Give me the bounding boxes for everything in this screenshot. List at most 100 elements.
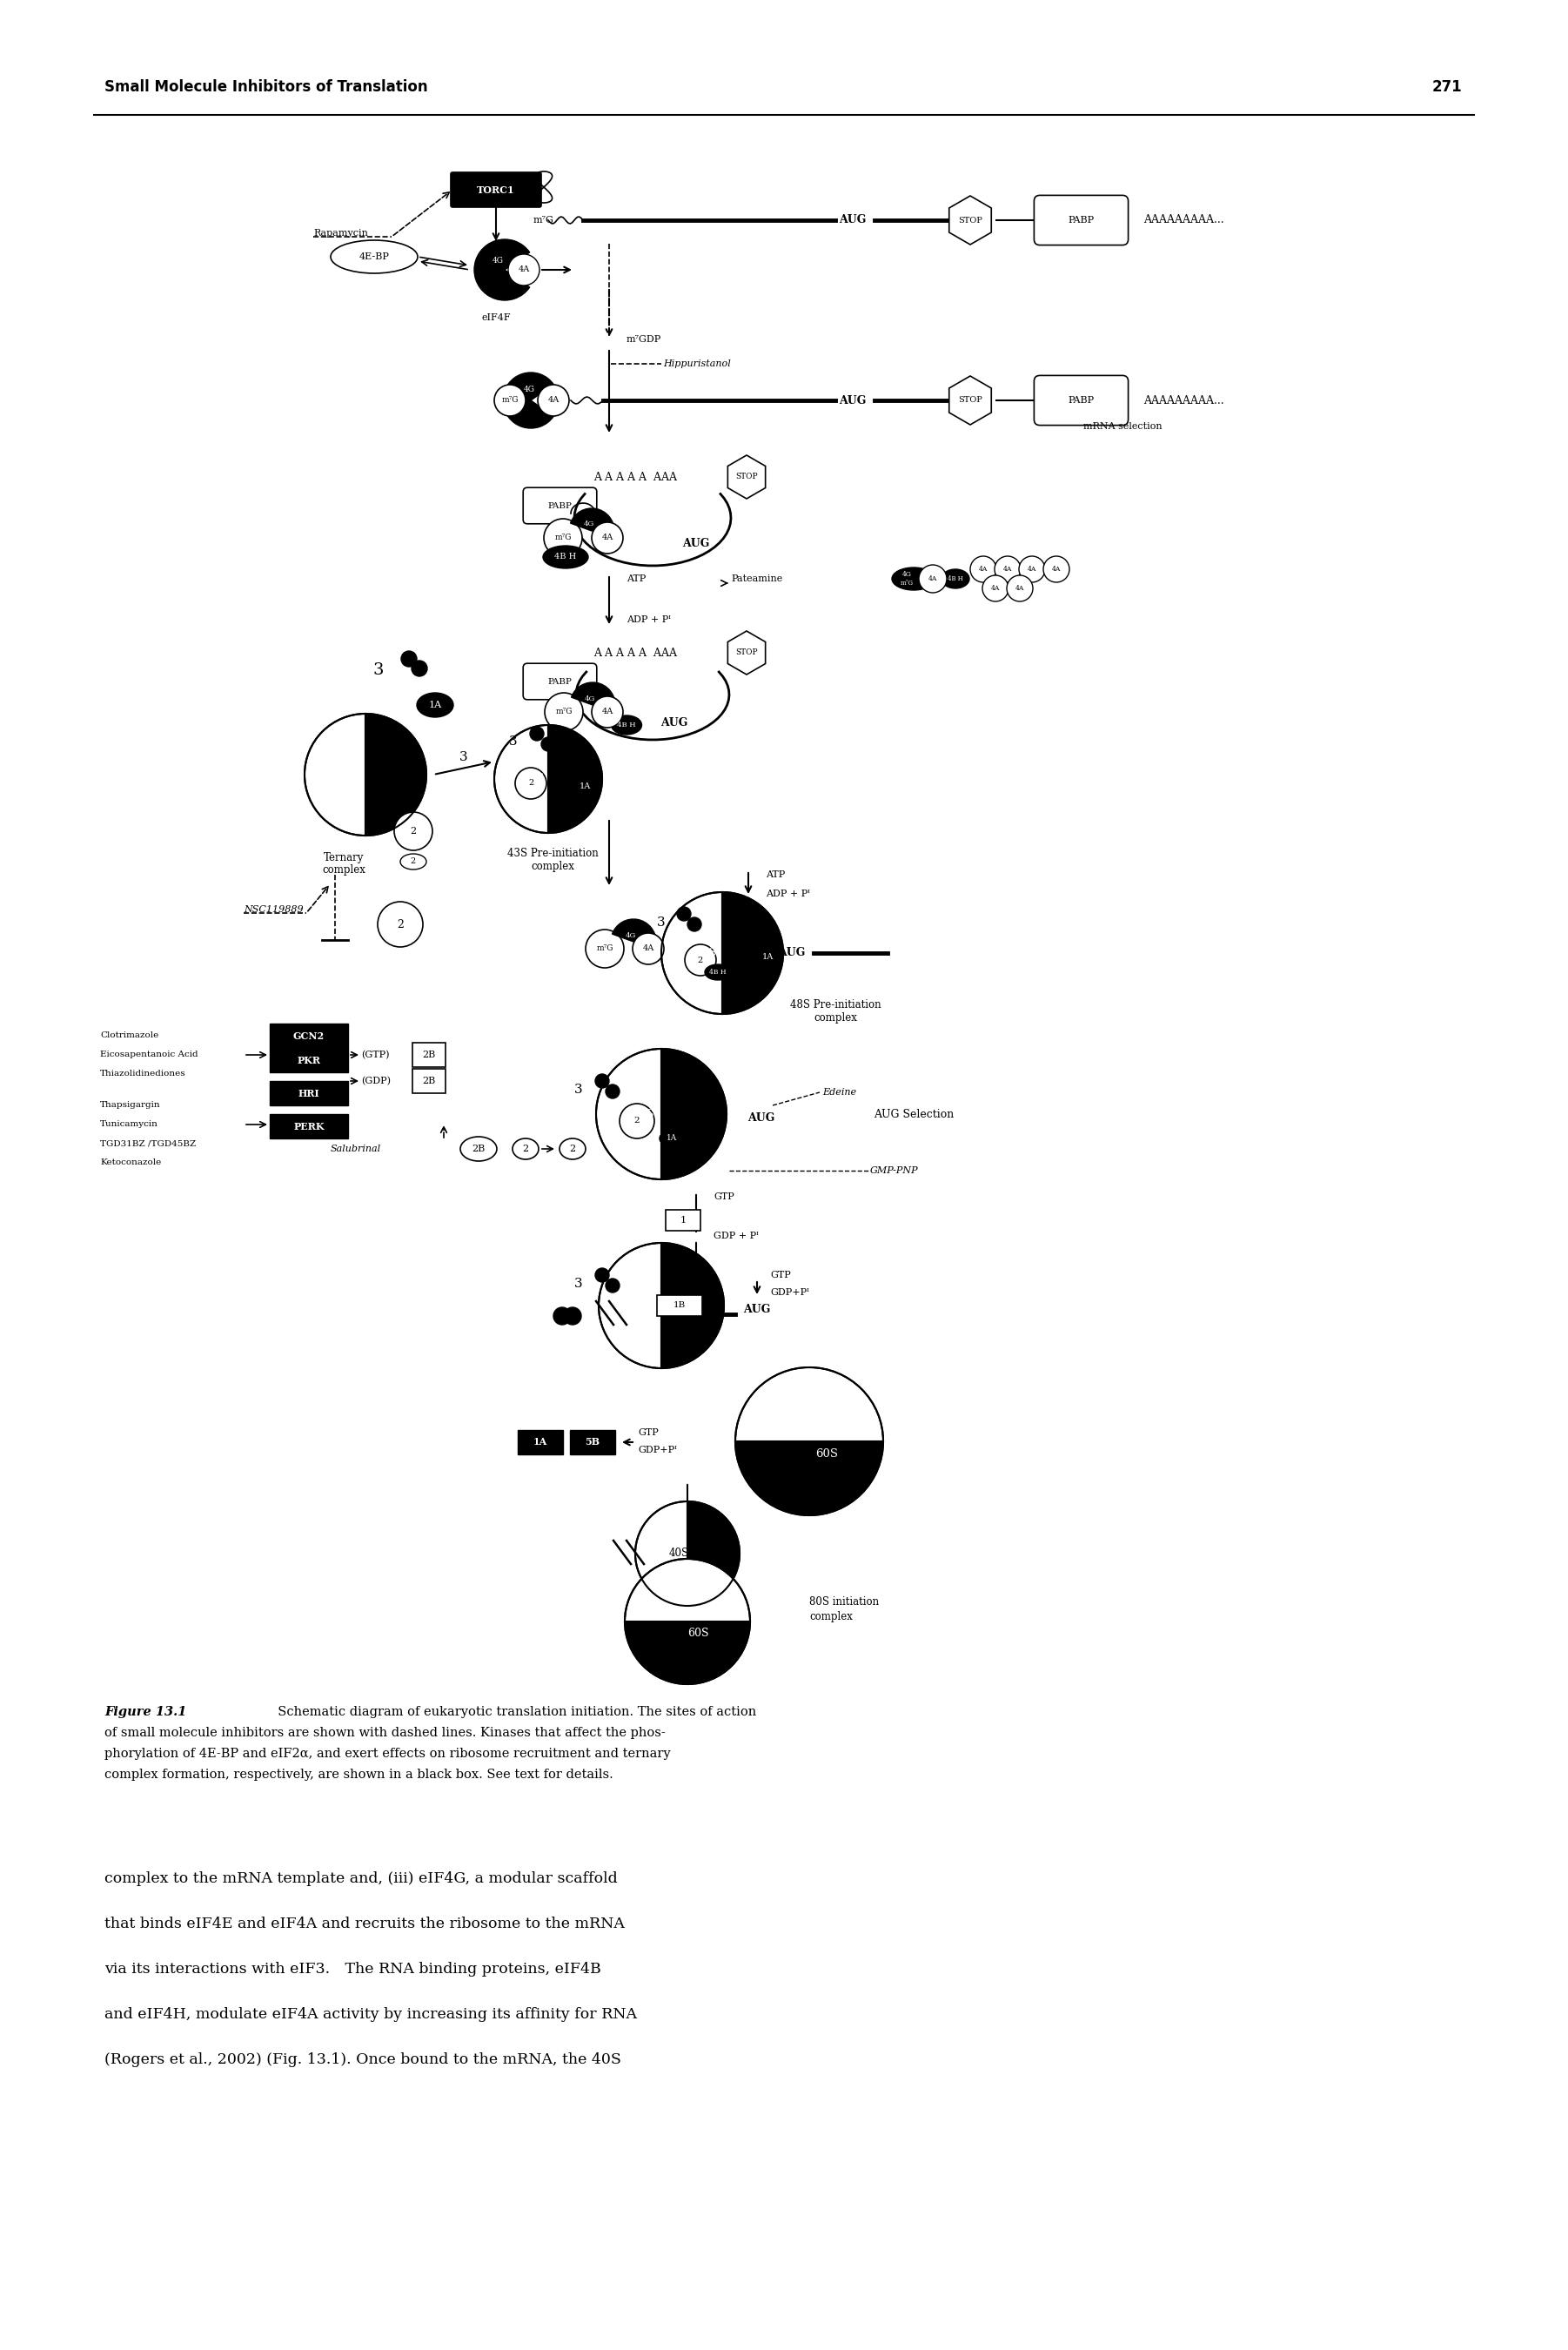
Text: 4A: 4A: [517, 266, 530, 273]
Circle shape: [591, 696, 622, 728]
Text: STOP: STOP: [958, 216, 982, 223]
Bar: [270, 1025, 348, 1048]
Text: ATP: ATP: [627, 573, 646, 583]
Text: AUG: AUG: [682, 538, 710, 550]
Text: 2B: 2B: [472, 1144, 485, 1154]
Circle shape: [544, 519, 582, 557]
FancyBboxPatch shape: [524, 663, 597, 700]
Text: Eicosapentanoic Acid: Eicosapentanoic Acid: [100, 1050, 198, 1060]
Circle shape: [544, 693, 583, 731]
Text: TGD31BZ /TGD45BZ: TGD31BZ /TGD45BZ: [100, 1140, 196, 1147]
Text: AUG: AUG: [748, 1114, 775, 1123]
Wedge shape: [624, 1558, 750, 1622]
Text: PABP: PABP: [547, 503, 572, 510]
Text: complex formation, respectively, are shown in a black box. See text for details.: complex formation, respectively, are sho…: [105, 1770, 613, 1781]
Text: 4A: 4A: [928, 576, 938, 583]
Text: ADP + Pᴵ: ADP + Pᴵ: [765, 891, 811, 898]
Text: phorylation of 4E-BP and eIF2α, and exert effects on ribosome recruitment and te: phorylation of 4E-BP and eIF2α, and exer…: [105, 1748, 671, 1760]
Text: 4A: 4A: [602, 533, 613, 543]
Text: (Rogers ​et al.​, 2002) (Fig. 13.1). Once bound to the mRNA, the 40S: (Rogers ​et al.​, 2002) (Fig. 13.1). Onc…: [105, 2052, 621, 2068]
Circle shape: [983, 576, 1008, 602]
Circle shape: [591, 522, 622, 555]
Wedge shape: [662, 893, 723, 1013]
Text: 1B: 1B: [673, 1302, 685, 1309]
Circle shape: [596, 1074, 608, 1088]
Text: Salubrinal: Salubrinal: [331, 1144, 381, 1154]
Polygon shape: [949, 376, 991, 425]
Circle shape: [971, 557, 996, 583]
Bar: [412, 1043, 445, 1067]
Text: 4E-BP: 4E-BP: [359, 251, 389, 261]
FancyBboxPatch shape: [1033, 195, 1129, 244]
Bar: [270, 1114, 348, 1137]
Circle shape: [411, 660, 426, 677]
Polygon shape: [728, 632, 765, 674]
Wedge shape: [735, 1368, 883, 1441]
Text: Ketoconazole: Ketoconazole: [100, 1159, 162, 1166]
Text: 3: 3: [574, 1278, 583, 1290]
Text: m⁷G: m⁷G: [533, 216, 554, 226]
Wedge shape: [596, 1048, 662, 1180]
Circle shape: [494, 385, 525, 416]
Text: 40S: 40S: [339, 768, 361, 780]
Text: 4A: 4A: [1016, 585, 1024, 592]
Text: 4A: 4A: [602, 707, 613, 717]
Text: 4B H: 4B H: [709, 968, 726, 975]
Ellipse shape: [754, 949, 781, 966]
Circle shape: [564, 1307, 582, 1325]
Text: 40S: 40S: [633, 1109, 654, 1119]
Text: GDP+Pᴵ: GDP+Pᴵ: [770, 1288, 809, 1297]
Text: via its interactions with eIF3. The RNA binding proteins, eIF4B: via its interactions with eIF3. The RNA …: [105, 1962, 601, 1976]
Text: 4G: 4G: [626, 933, 637, 940]
Text: Rapamycin: Rapamycin: [314, 228, 368, 237]
Text: ADP + Pᴵ: ADP + Pᴵ: [627, 616, 671, 625]
FancyBboxPatch shape: [524, 486, 597, 524]
Text: PABP: PABP: [1068, 216, 1094, 226]
FancyBboxPatch shape: [452, 172, 541, 207]
Circle shape: [619, 1104, 654, 1137]
Text: Schematic diagram of eukaryotic translation initiation. The sites of action: Schematic diagram of eukaryotic translat…: [270, 1706, 756, 1718]
Text: complex: complex: [814, 1013, 858, 1025]
Bar: [270, 1081, 348, 1104]
Text: 3: 3: [657, 916, 665, 928]
Ellipse shape: [400, 853, 426, 870]
Text: m⁷G: m⁷G: [555, 707, 572, 717]
Text: 4A: 4A: [1052, 566, 1062, 573]
Text: PABP: PABP: [1068, 397, 1094, 404]
Circle shape: [632, 933, 663, 964]
Text: 4A: 4A: [991, 585, 1000, 592]
Text: 60S: 60S: [815, 1448, 837, 1459]
Text: 2: 2: [397, 919, 403, 931]
Text: AAAAAAAAA...: AAAAAAAAA...: [1143, 395, 1223, 407]
Text: GDP+Pᴵ: GDP+Pᴵ: [638, 1445, 677, 1455]
Wedge shape: [571, 508, 615, 531]
Text: Tunicamycin: Tunicamycin: [100, 1121, 158, 1128]
Text: 4G: 4G: [492, 256, 503, 266]
Ellipse shape: [571, 776, 599, 797]
Text: 1A: 1A: [762, 954, 773, 961]
Text: 40S: 40S: [668, 1549, 688, 1560]
Text: GTP: GTP: [770, 1271, 790, 1278]
Wedge shape: [304, 714, 365, 837]
Text: m⁷GDP: m⁷GDP: [627, 336, 662, 343]
Circle shape: [554, 1307, 571, 1325]
Wedge shape: [612, 919, 655, 942]
Text: GCN2: GCN2: [293, 1032, 325, 1041]
Text: 4G: 4G: [583, 519, 594, 526]
Text: 48S Pre-initiation: 48S Pre-initiation: [790, 999, 881, 1010]
Text: 5B: 5B: [585, 1438, 601, 1448]
Text: 4A: 4A: [643, 945, 654, 952]
Circle shape: [516, 768, 547, 799]
Ellipse shape: [706, 964, 731, 980]
Ellipse shape: [513, 1137, 539, 1159]
Circle shape: [677, 907, 691, 921]
Text: m⁷G: m⁷G: [596, 945, 613, 952]
Text: Pateamine: Pateamine: [731, 573, 782, 583]
Text: Hippuristanol: Hippuristanol: [663, 360, 731, 369]
Text: NSC119889: NSC119889: [243, 905, 303, 914]
Wedge shape: [662, 1243, 724, 1368]
Circle shape: [394, 813, 433, 851]
Text: 1A: 1A: [666, 1135, 677, 1142]
Bar: [412, 1069, 445, 1093]
Wedge shape: [624, 1621, 750, 1685]
